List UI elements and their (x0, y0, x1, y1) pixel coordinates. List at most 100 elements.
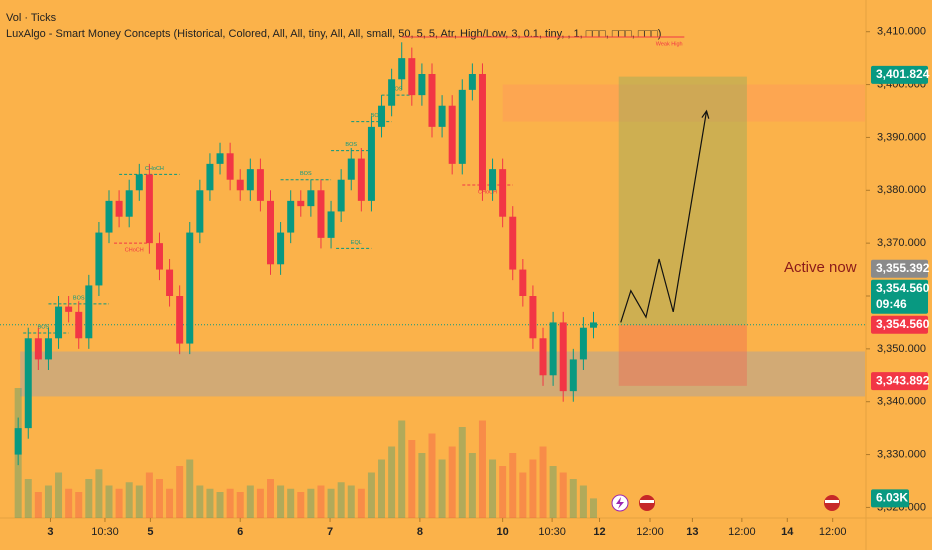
volume-bar (489, 459, 497, 518)
candle-body (206, 163, 214, 191)
candle-body (95, 232, 103, 286)
price-label-box (871, 315, 928, 334)
zones (20, 76, 865, 397)
volume-bar (549, 466, 557, 518)
volume-bar (307, 488, 315, 518)
y-tick-label: 3,380.000 (877, 184, 926, 196)
candle-body (378, 105, 386, 127)
volume-bar (559, 472, 567, 518)
candle-body (145, 174, 153, 244)
structure-label: Weak High (656, 41, 683, 47)
structure-label: BOS (391, 87, 403, 93)
candle-body (85, 285, 93, 339)
y-tick-label: 3,350.000 (877, 343, 926, 355)
volume-bar (347, 485, 355, 518)
candle-body (125, 190, 133, 217)
price-label-box (871, 279, 928, 314)
candle-body (569, 359, 577, 392)
volume-bar (509, 453, 517, 518)
volume-bar (166, 488, 174, 518)
candle-body (418, 74, 426, 96)
candle-body (559, 322, 567, 392)
x-tick-label: 10:30 (91, 526, 119, 538)
candle-body (34, 338, 42, 360)
volume-bar (277, 485, 285, 518)
price-label: 3,354.560 (876, 317, 930, 331)
zone (20, 351, 865, 397)
icon-flag-stripe (825, 500, 839, 503)
price-label-box (871, 372, 928, 391)
candle-body (509, 216, 517, 270)
candle-body (499, 169, 507, 217)
volume-bar (105, 485, 113, 518)
candle-body (539, 338, 547, 376)
candle-body (489, 169, 497, 191)
y-tick-label: 3,340.000 (877, 396, 926, 408)
volume-bar (428, 433, 436, 518)
candle-body (135, 174, 143, 191)
candle-body (428, 74, 436, 127)
volume-bar (579, 485, 587, 518)
candle-body (196, 190, 204, 233)
candle-body (176, 296, 184, 344)
candle-body (216, 153, 224, 164)
volume-bar (236, 492, 244, 518)
volume-bar (529, 459, 537, 518)
structure-label: BOS (73, 295, 85, 301)
candle-body (327, 211, 335, 238)
zone (618, 76, 747, 326)
volume-label: 6.03K (876, 491, 908, 505)
candle-body (186, 232, 194, 344)
candle-body (115, 200, 123, 217)
projection-arrowhead (701, 109, 710, 119)
candle-body (549, 322, 557, 376)
candle-body (277, 232, 285, 265)
x-tick-label: 13 (686, 526, 698, 538)
y-tick-label: 3,370.000 (877, 237, 926, 249)
chart-title: Vol · Ticks (6, 12, 57, 24)
volume-bar (589, 498, 597, 518)
volume-bar (448, 446, 456, 518)
volume-bar (327, 488, 335, 518)
candle-body (65, 306, 73, 312)
volume-bar (357, 488, 365, 518)
candle-body (388, 79, 396, 106)
candle-body (408, 58, 416, 96)
y-tick-label: 3,390.000 (877, 131, 926, 143)
volume-bar (297, 492, 305, 518)
indicator-title: LuxAlgo - Smart Money Concepts (Historic… (6, 28, 661, 40)
candle-body (589, 322, 597, 328)
volume-bar (499, 466, 507, 518)
candle-body (287, 200, 295, 233)
volume-bar (438, 459, 446, 518)
volume-bar (246, 485, 254, 518)
x-tick-label: 10 (497, 526, 509, 538)
structure-label: BOS (300, 171, 312, 177)
volume-bar (539, 446, 547, 518)
candle-body (105, 200, 113, 233)
volume-bar (206, 488, 214, 518)
price-label-box (871, 259, 928, 278)
x-tick-label: 3 (47, 526, 53, 538)
candle-body (297, 200, 305, 207)
annotation: Active now (784, 259, 857, 276)
x-tick-label: 12:00 (636, 526, 664, 538)
volume-bar (85, 479, 93, 518)
x-tick-label: 12:00 (728, 526, 756, 538)
volume-bar (378, 459, 386, 518)
x-tick-label: 10:30 (538, 526, 566, 538)
volume-bar (196, 485, 204, 518)
volume-bar (418, 453, 426, 518)
volume-bar (186, 459, 194, 518)
volume-bar (135, 485, 143, 518)
candle-body (337, 179, 345, 212)
candle-body (529, 296, 537, 339)
icon-flag-stripe (640, 500, 654, 503)
candle-body (367, 126, 375, 201)
volume-bar (95, 469, 103, 518)
price-label: 3,343.892 (876, 373, 930, 387)
event-icons (611, 494, 840, 512)
volume-bar (216, 492, 224, 518)
x-tick-label: 6 (237, 526, 243, 538)
